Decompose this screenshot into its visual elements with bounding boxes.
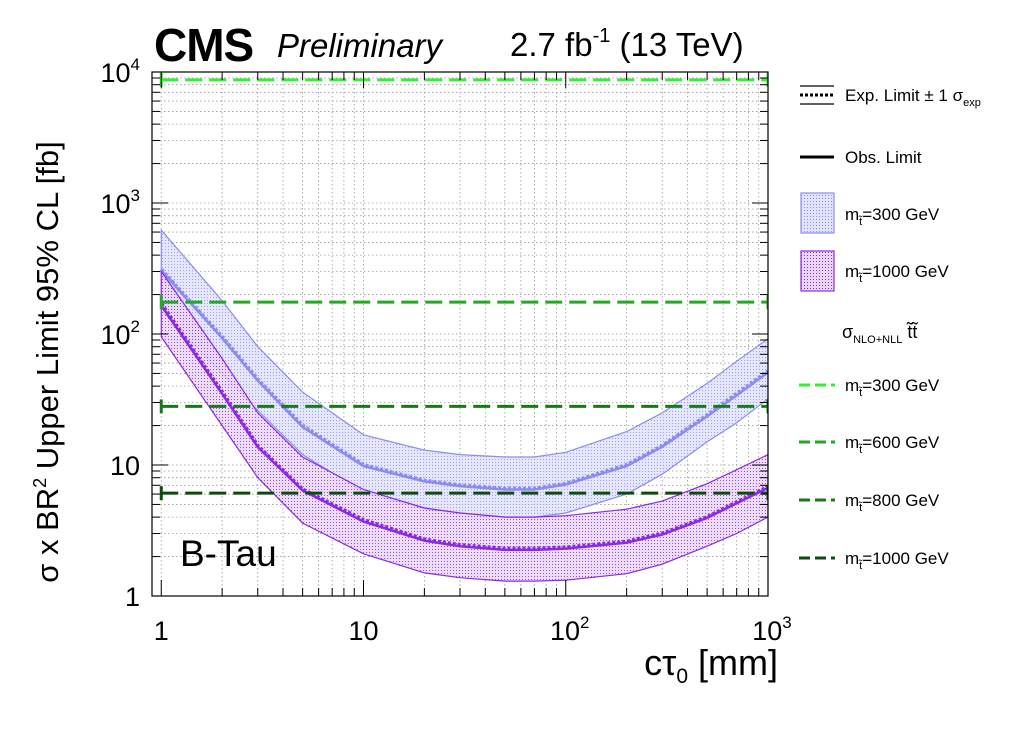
legend-band1000-text: =1000 GeV: [862, 262, 949, 281]
legend-xsec-header: σNLO+NLL t̃t̃: [842, 322, 917, 346]
axis-ticks: [152, 71, 769, 597]
legend-m-sub: t̃: [859, 387, 863, 399]
legend-m-sub: t̃: [859, 560, 863, 572]
y-axis-label: σ x BR2 Upper Limit 95% CL [fb]: [30, 52, 66, 672]
y-tick-label: 10: [110, 451, 140, 481]
legend-m-sub: t̃: [859, 273, 863, 285]
plot-area: [159, 72, 768, 582]
legend-xsec800-label: mt̃=800 GeV: [845, 491, 939, 514]
x-axis-label-pre: cτ: [644, 642, 677, 683]
x-tick-label: 102: [550, 613, 590, 646]
legend-observed-label: Obs. Limit: [845, 148, 922, 167]
legend-band1000-label: mt̃=1000 GeV: [845, 262, 949, 285]
legend-xsec600-label: mt̃=600 GeV: [845, 433, 939, 456]
x-tick-label: 10: [348, 616, 378, 646]
legend-xsec300-text: =300 GeV: [862, 376, 940, 395]
legend-m: m: [845, 491, 860, 510]
x-axis-label-sub: 0: [676, 665, 689, 688]
channel-annotation: B-Tau: [180, 533, 277, 574]
observed-line-1: [160, 304, 768, 552]
legend-band1000-swatch: [800, 250, 835, 292]
legend-exp-sub: exp: [963, 97, 981, 109]
legend-band300-label: mt̃=300 GeV: [845, 205, 939, 228]
legend-band300-text: =300 GeV: [862, 205, 940, 224]
legend-stop-pair: t̃t̃: [902, 322, 918, 342]
lumi-value: 2.7 fb: [510, 26, 593, 63]
legend-expected-label: Exp. Limit ± 1 σexp: [845, 86, 981, 109]
legend-m-sub: t̃: [859, 216, 863, 228]
y-tick-label: 1: [125, 582, 140, 612]
luminosity-label: 2.7 fb-1 (13 TeV): [510, 25, 744, 64]
legend-xsec1000-text: =1000 GeV: [862, 549, 949, 568]
legend-m-sub: t̃: [859, 444, 863, 456]
y-tick-label: 104: [100, 55, 140, 88]
legend-marks: [799, 85, 835, 560]
y-tick-label: 103: [100, 186, 140, 219]
legend-exp-text: Exp. Limit ± 1 σ: [845, 86, 964, 105]
x-axis-label: cτ0 [mm]: [644, 642, 778, 689]
x-tick-label: 1: [154, 616, 169, 646]
lumi-exponent: -1: [592, 25, 611, 47]
legend-xsec300-label: mt̃=300 GeV: [845, 376, 939, 399]
energy-label: (13 TeV): [610, 26, 744, 63]
y-axis-label-exp: 2: [30, 477, 50, 488]
y-tick-label: 102: [100, 317, 140, 350]
legend-m: m: [845, 262, 860, 281]
x-axis-label-post: [mm]: [688, 642, 778, 683]
status-label: Preliminary: [277, 27, 443, 64]
observed-line-0: [160, 269, 768, 491]
legend-sigma-sub: NLO+NLL: [853, 334, 903, 346]
legend-xsec600-text: =600 GeV: [862, 433, 940, 452]
experiment-label: CMS: [154, 19, 254, 71]
legend-m: m: [845, 549, 860, 568]
band-1: [160, 269, 768, 582]
legend-m: m: [845, 205, 860, 224]
legend-band300-swatch: [800, 192, 835, 234]
y-axis-label-pre: σ x BR: [30, 487, 65, 583]
legend-m: m: [845, 376, 860, 395]
y-axis-label-post: Upper Limit 95% CL [fb]: [30, 141, 65, 478]
legend-m-sub: t̃: [859, 502, 863, 514]
legend-xsec800-text: =800 GeV: [862, 491, 940, 510]
legend-sigma: σ: [842, 322, 854, 342]
legend-xsec1000-label: mt̃=1000 GeV: [845, 549, 949, 572]
legend-m: m: [845, 433, 860, 452]
